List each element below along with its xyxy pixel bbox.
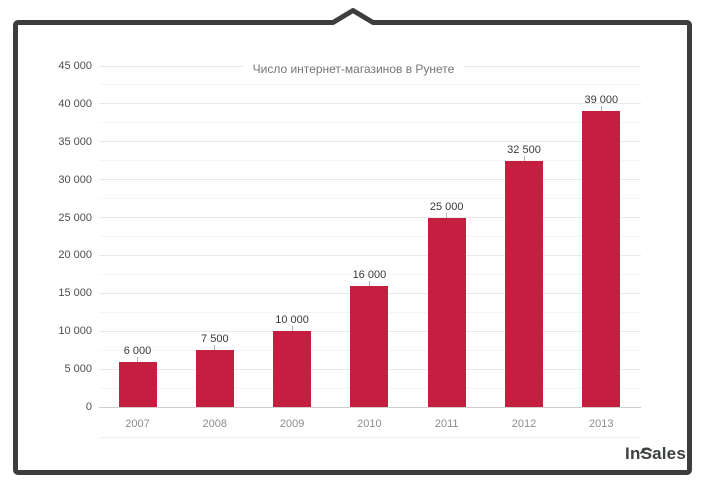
value-leader-tick (600, 106, 602, 111)
value-leader-tick (137, 357, 138, 362)
chart-title-text: Число интернет-магазинов в Рунете (242, 62, 465, 76)
gridline-major (99, 141, 641, 143)
gridline-minor (99, 273, 641, 275)
y-tick-label: 0 (85, 401, 92, 413)
bar-2010 (350, 286, 389, 407)
value-leader-tick (291, 326, 293, 331)
x-tick-label: 2007 (125, 418, 150, 430)
insales-logo: InS ales (625, 444, 686, 464)
y-tick-label: 40 000 (58, 97, 92, 110)
x-tick-label: 2012 (511, 418, 537, 430)
logo-prefix: In (625, 444, 641, 463)
value-leader-tick (523, 156, 525, 161)
y-tick-label: 20 000 (58, 249, 92, 262)
y-tick-label: 15 000 (58, 287, 92, 300)
value-leader-tick (214, 345, 216, 350)
axis-underline (99, 437, 641, 438)
value-leader-tick (446, 213, 448, 218)
bar-2012 (505, 161, 543, 407)
logo-accent-icon (639, 439, 652, 459)
bar-2009 (273, 331, 312, 407)
chart-title: Число интернет-магазинов в Рунете (0, 60, 707, 78)
bar-2013 (582, 111, 621, 407)
logo-suffix: ales (652, 444, 686, 463)
y-axis: 0 5 000 10 000 15 000 20 000 25 000 30 000 35 0… (0, 0, 92, 491)
gridline-minor (99, 122, 641, 124)
bar-value-label: 25 000 (429, 201, 464, 213)
bar-2007 (118, 362, 157, 407)
gridline-major (99, 406, 641, 408)
y-tick-label: 30 000 (58, 173, 92, 186)
y-tick-label: 25 000 (58, 211, 92, 224)
x-tick-label: 2013 (589, 418, 614, 430)
y-tick-label: 35 000 (58, 135, 92, 148)
x-tick-label: 2011 (434, 418, 459, 430)
y-tick-label: 5 000 (64, 363, 92, 376)
y-tick-label: 10 000 (58, 325, 92, 338)
x-tick-label: 2010 (357, 418, 382, 430)
plot-area: 6 000 7 500 10 000 16 000 25 000 32 500 39 000 (99, 66, 641, 408)
bar-value-label: 10 000 (275, 314, 309, 326)
bar-2008 (195, 350, 234, 407)
gridline-minor (99, 198, 641, 200)
bar-value-label: 39 000 (584, 94, 619, 106)
gridline-minor (99, 236, 641, 237)
bar-value-label: 7 500 (201, 333, 229, 345)
bar-value-label: 32 500 (507, 144, 541, 156)
x-tick-label: 2008 (202, 418, 228, 430)
bar-value-label: 6 000 (123, 345, 152, 357)
gridline-minor (99, 84, 641, 86)
gridline-major (99, 254, 641, 256)
bar-2011 (427, 218, 466, 407)
value-leader-tick (368, 281, 370, 286)
x-tick-label: 2009 (279, 418, 305, 430)
gridline-major (99, 217, 641, 219)
bar-value-label: 16 000 (352, 269, 387, 281)
gridline-major (99, 103, 641, 105)
gridline-minor (99, 160, 641, 162)
y-tick-label: 45 000 (58, 60, 92, 72)
logo-accent-letter: S (639, 444, 653, 464)
gridline-major (99, 179, 641, 181)
